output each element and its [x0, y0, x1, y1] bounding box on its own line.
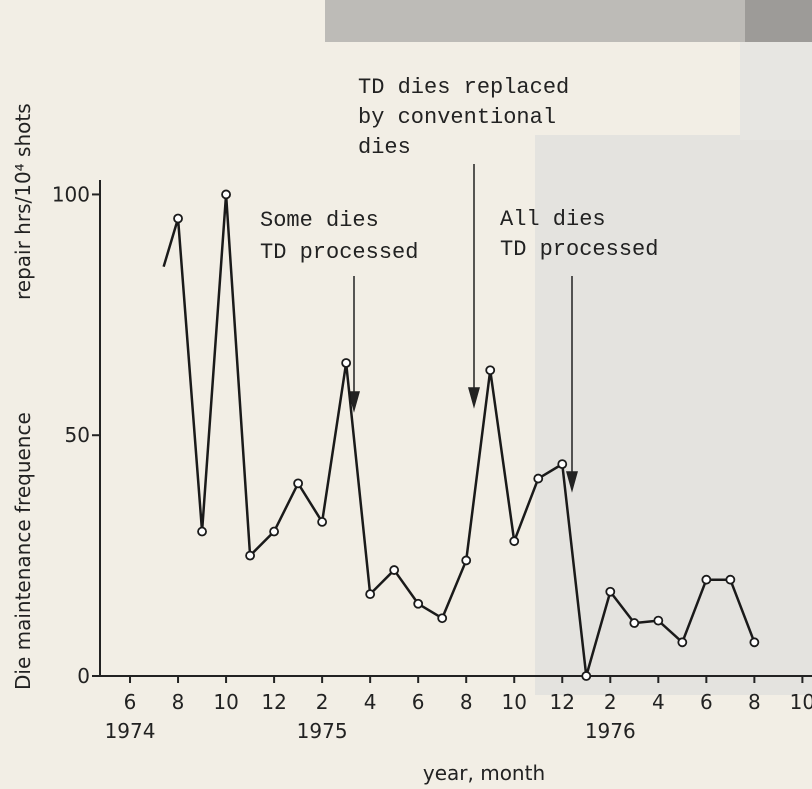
chart: Die maintenance frequence repair hrs/10⁴…	[0, 0, 812, 789]
y-tick-label: 50	[65, 423, 90, 447]
x-tick-label: 2	[604, 690, 617, 714]
annotation: TD processed	[500, 237, 658, 262]
data-point	[174, 215, 182, 223]
data-point	[438, 614, 446, 622]
annotation: dies	[358, 135, 411, 160]
data-point	[414, 600, 422, 608]
data-point	[270, 528, 278, 536]
x-tick-label: 8	[172, 690, 185, 714]
data-point	[198, 528, 206, 536]
data-point	[294, 479, 302, 487]
data-point	[486, 366, 494, 374]
x-tick-label: 4	[652, 690, 665, 714]
x-tick-label: 12	[550, 690, 575, 714]
annotation: TD processed	[260, 240, 418, 265]
x-tick-label: 2	[316, 690, 329, 714]
data-point	[366, 590, 374, 598]
data-point	[750, 638, 758, 646]
x-tick-label: 8	[460, 690, 473, 714]
x-tick-label: 8	[748, 690, 761, 714]
data-point	[606, 588, 614, 596]
annotation: All dies	[500, 207, 606, 232]
x-label: year, month	[423, 761, 545, 785]
data-point	[654, 617, 662, 625]
data-point	[342, 359, 350, 367]
data-point	[630, 619, 638, 627]
shade	[740, 40, 812, 140]
year-label: 1976	[585, 719, 636, 743]
year-label: 1974	[105, 719, 156, 743]
data-point	[246, 552, 254, 560]
annotation: TD dies replaced	[358, 75, 569, 100]
x-tick-label: 12	[261, 690, 286, 714]
annotation: by conventional	[358, 105, 556, 130]
data-point	[558, 460, 566, 468]
data-point	[510, 537, 518, 545]
data-point	[318, 518, 326, 526]
x-tick-label: 6	[412, 690, 425, 714]
y-label-part: repair hrs/10⁴ shots	[11, 103, 35, 300]
x-tick-label: 10	[213, 690, 238, 714]
y-tick-label: 100	[52, 182, 90, 206]
data-point	[462, 556, 470, 564]
x-tick-label: 10	[502, 690, 527, 714]
x-tick-label: 6	[700, 690, 713, 714]
data-point	[726, 576, 734, 584]
annotation: Some dies	[260, 208, 379, 233]
y-tick-label: 0	[77, 664, 90, 688]
data-point	[702, 576, 710, 584]
data-point	[222, 190, 230, 198]
x-tick-label: 6	[124, 690, 137, 714]
x-tick-label: 4	[364, 690, 377, 714]
data-point	[534, 475, 542, 483]
y-label-part: Die maintenance frequence	[11, 412, 35, 690]
year-label: 1975	[297, 719, 348, 743]
data-point	[582, 672, 590, 680]
data-point	[678, 638, 686, 646]
photo	[745, 0, 812, 42]
x-tick-label: 10	[790, 690, 812, 714]
data-point	[390, 566, 398, 574]
photo	[325, 0, 745, 42]
